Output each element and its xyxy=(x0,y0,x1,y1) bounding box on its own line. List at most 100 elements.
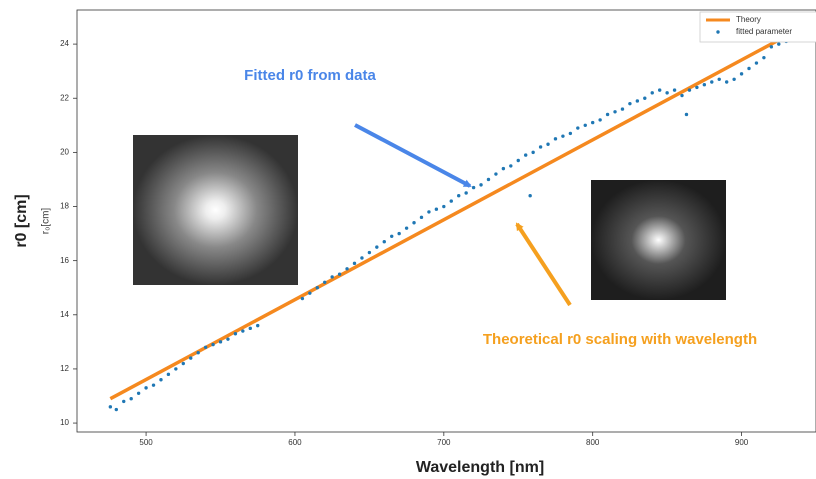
data-point xyxy=(323,281,326,284)
data-point xyxy=(234,332,237,335)
arrow xyxy=(517,224,570,305)
data-point xyxy=(115,408,118,411)
data-point xyxy=(211,343,214,346)
data-point xyxy=(427,210,430,213)
data-point xyxy=(546,143,549,146)
data-point xyxy=(129,397,132,400)
data-point xyxy=(718,78,721,81)
data-point xyxy=(762,56,765,59)
data-point xyxy=(182,362,185,365)
legend-label: fitted parameter xyxy=(736,27,792,36)
y-tick-label: 14 xyxy=(60,310,69,319)
psf-image xyxy=(591,180,726,300)
data-point xyxy=(159,378,162,381)
data-point xyxy=(308,291,311,294)
data-point xyxy=(301,297,304,300)
data-point xyxy=(353,262,356,265)
data-point xyxy=(368,251,371,254)
data-point xyxy=(636,99,639,102)
data-point xyxy=(256,324,259,327)
data-point xyxy=(390,235,393,238)
data-point xyxy=(561,134,564,137)
data-point xyxy=(487,178,490,181)
data-point xyxy=(651,91,654,94)
data-point xyxy=(606,113,609,116)
data-point xyxy=(494,172,497,175)
data-point xyxy=(226,337,229,340)
y-tick-label: 16 xyxy=(60,256,69,265)
data-point xyxy=(531,151,534,154)
data-point xyxy=(338,272,341,275)
data-point xyxy=(528,194,531,197)
data-point xyxy=(219,340,222,343)
data-point xyxy=(740,72,743,75)
data-point xyxy=(316,286,319,289)
data-point xyxy=(442,205,445,208)
data-point xyxy=(524,153,527,156)
data-point xyxy=(345,267,348,270)
data-point xyxy=(167,373,170,376)
data-point xyxy=(152,383,155,386)
data-point xyxy=(613,110,616,113)
data-point xyxy=(420,216,423,219)
data-point xyxy=(665,91,668,94)
data-point xyxy=(241,329,244,332)
x-tick-label: 500 xyxy=(139,438,153,447)
data-point xyxy=(673,88,676,91)
data-point xyxy=(174,367,177,370)
data-point xyxy=(144,386,147,389)
data-point xyxy=(747,67,750,70)
data-point xyxy=(397,232,400,235)
data-point xyxy=(554,137,557,140)
data-point xyxy=(464,191,467,194)
data-point xyxy=(450,199,453,202)
data-point xyxy=(770,45,773,48)
data-point xyxy=(643,97,646,100)
data-point xyxy=(680,94,683,97)
data-point xyxy=(435,208,438,211)
x-tick-label: 600 xyxy=(288,438,302,447)
y-tick-label: 18 xyxy=(60,202,69,211)
data-point xyxy=(576,126,579,129)
data-point xyxy=(703,83,706,86)
data-point xyxy=(628,102,631,105)
data-point xyxy=(204,346,207,349)
data-point xyxy=(375,245,378,248)
data-point xyxy=(517,159,520,162)
y-tick-label: 10 xyxy=(60,418,69,427)
data-point xyxy=(569,132,572,135)
annotation: Theoretical r0 scaling with wavelength xyxy=(483,331,757,348)
data-point xyxy=(695,86,698,89)
legend: Theory fitted parameter xyxy=(700,12,816,42)
data-point xyxy=(539,145,542,148)
data-point xyxy=(412,221,415,224)
data-point xyxy=(109,405,112,408)
legend-label: Theory xyxy=(736,15,761,24)
data-point xyxy=(591,121,594,124)
data-point xyxy=(584,124,587,127)
data-point xyxy=(383,240,386,243)
x-tick-label: 700 xyxy=(437,438,451,447)
data-point xyxy=(658,88,661,91)
y-tick-label: 12 xyxy=(60,364,69,373)
legend-swatch xyxy=(716,30,719,33)
data-point xyxy=(405,226,408,229)
data-point xyxy=(137,392,140,395)
x-tick-label: 900 xyxy=(735,438,749,447)
data-point xyxy=(330,275,333,278)
data-point xyxy=(249,327,252,330)
data-point xyxy=(685,113,688,116)
data-point xyxy=(710,80,713,83)
data-point xyxy=(732,78,735,81)
data-point xyxy=(598,118,601,121)
data-point xyxy=(472,186,475,189)
data-point xyxy=(502,167,505,170)
y-axis-label: r0 [cm] xyxy=(13,194,30,247)
arrow xyxy=(355,125,470,186)
chart: 5006007008009001012141618202224 Fitted r… xyxy=(0,0,816,479)
data-point xyxy=(122,400,125,403)
y-axis-label: r₀[cm] xyxy=(41,208,52,235)
data-point xyxy=(777,42,780,45)
data-point xyxy=(621,107,624,110)
data-point xyxy=(196,351,199,354)
